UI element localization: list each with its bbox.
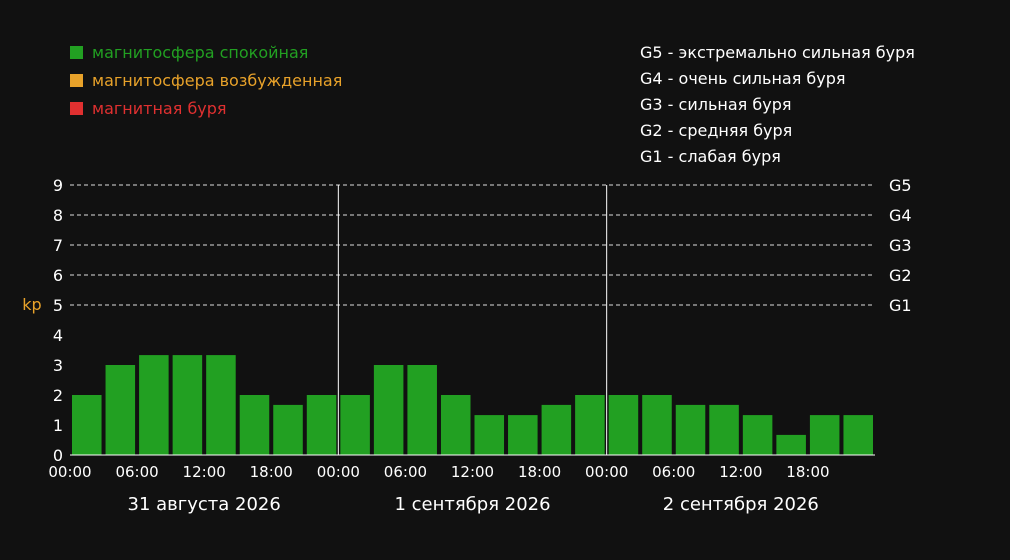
y-tick-label: 7 (53, 236, 63, 255)
x-tick-label: 18:00 (518, 463, 561, 481)
x-tick-label: 00:00 (48, 463, 91, 481)
bar (440, 395, 471, 455)
legend-quiet-swatch (70, 46, 83, 59)
y-tick-label: 8 (53, 206, 63, 225)
y-tick-label: 5 (53, 296, 63, 315)
bar (105, 365, 136, 455)
bar (373, 365, 404, 455)
bar (843, 415, 873, 455)
bar (72, 395, 102, 455)
day-label: 2 сентября 2026 (663, 494, 819, 515)
x-tick-label: 06:00 (652, 463, 695, 481)
y-tick-label: 2 (53, 386, 63, 405)
legend-storm-label: магнитная буря (92, 99, 227, 118)
x-tick-label: 12:00 (183, 463, 226, 481)
bar (776, 434, 806, 455)
legend-quiet-label: магнитосфера спокойная (92, 43, 309, 62)
storm-level-g4: G4 - очень сильная буря (640, 69, 846, 88)
storm-level-text: сильная буря (678, 95, 792, 114)
legend-quiet: магнитосфера спокойная (70, 43, 308, 63)
y-tick-label: 1 (53, 416, 63, 435)
y-tick-label: 0 (53, 446, 63, 465)
bar (575, 395, 605, 455)
storm-level-label: G2 (889, 266, 912, 285)
bar (306, 395, 337, 455)
storm-level-code: G5 (640, 43, 663, 62)
bar (273, 404, 303, 455)
legend-storm-swatch (70, 102, 83, 115)
day-label: 1 сентября 2026 (394, 494, 550, 515)
y-tick-label: 3 (53, 356, 63, 375)
x-tick-label: 12:00 (719, 463, 762, 481)
storm-level-text: средняя буря (678, 121, 793, 140)
bar (239, 395, 270, 455)
day-label: 31 августа 2026 (128, 494, 281, 515)
storm-level-code: G2 (640, 121, 663, 140)
legend-excited: магнитосфера возбужденная (70, 71, 342, 91)
storm-level-label: G1 (889, 296, 912, 315)
bar (608, 395, 639, 455)
storm-level-label: G5 (889, 176, 912, 195)
legend-storm: магнитная буря (70, 99, 227, 119)
storm-level-code: G1 (640, 147, 663, 166)
bar (340, 395, 370, 455)
y-axis-label: kp (22, 295, 41, 314)
x-tick-label: 06:00 (115, 463, 158, 481)
y-tick-label: 9 (53, 176, 63, 195)
storm-level-text: слабая буря (678, 147, 781, 166)
y-tick-label: 4 (53, 326, 63, 345)
storm-level-text: экстремально сильная буря (678, 43, 915, 62)
bar (407, 365, 437, 455)
storm-level-text: очень сильная буря (678, 69, 846, 88)
storm-level-code: G3 (640, 95, 663, 114)
bar (709, 404, 739, 455)
storm-level-g5: G5 - экстремально сильная буря (640, 43, 915, 62)
storm-level-label: G3 (889, 236, 912, 255)
storm-level-label: G4 (889, 206, 912, 225)
bar (508, 415, 538, 455)
x-tick-label: 00:00 (317, 463, 360, 481)
bar (541, 404, 572, 455)
bar (206, 355, 236, 455)
storm-level-g1: G1 - слабая буря (640, 147, 781, 166)
storm-level-g2: G2 - средняя буря (640, 121, 793, 140)
bar (742, 415, 773, 455)
bar (809, 415, 840, 455)
bar (139, 355, 169, 455)
bar (675, 404, 706, 455)
x-tick-label: 12:00 (451, 463, 494, 481)
x-tick-label: 18:00 (250, 463, 293, 481)
y-tick-label: 6 (53, 266, 63, 285)
bar (474, 415, 505, 455)
storm-level-code: G4 (640, 69, 663, 88)
x-tick-label: 18:00 (786, 463, 829, 481)
bar (172, 355, 203, 455)
x-tick-label: 00:00 (585, 463, 628, 481)
bar (642, 395, 672, 455)
legend-excited-label: магнитосфера возбужденная (92, 71, 343, 90)
legend-excited-swatch (70, 74, 83, 87)
storm-level-g3: G3 - сильная буря (640, 95, 792, 114)
x-tick-label: 06:00 (384, 463, 427, 481)
